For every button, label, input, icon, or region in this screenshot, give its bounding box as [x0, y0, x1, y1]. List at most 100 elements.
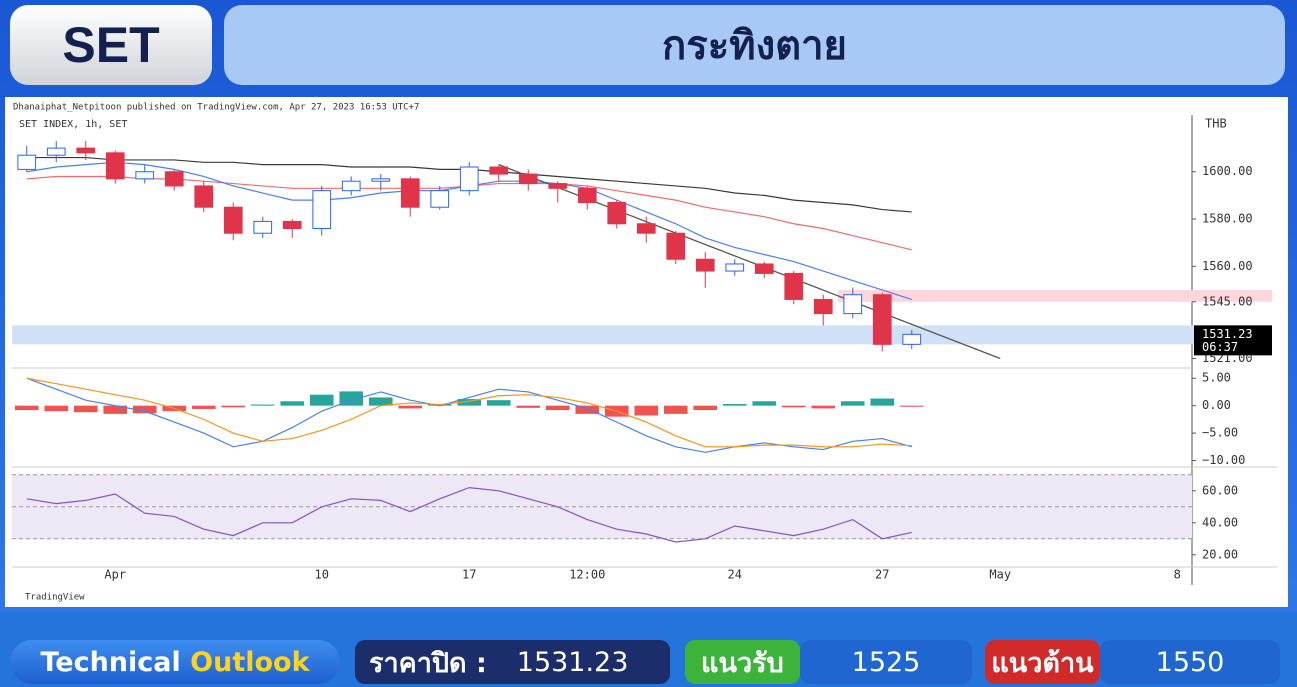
- macd-bar: [663, 405, 688, 414]
- y-tick-label: 5.00: [1202, 371, 1231, 385]
- footer: Technical Outlook ราคาปิด : 1531.23 แนวรั…: [0, 612, 1297, 687]
- y-tick-label: −10.00: [1202, 453, 1245, 467]
- outlook-1: Technical: [40, 646, 181, 678]
- line: [26, 377, 912, 453]
- y-tick-label: −5.00: [1202, 426, 1238, 440]
- macd-bar: [722, 404, 747, 406]
- candle-body: [76, 147, 96, 154]
- candle-body: [695, 258, 715, 272]
- macd-bar: [368, 397, 393, 406]
- y-tick-label: 1600.00: [1202, 164, 1253, 178]
- badge: SET: [10, 5, 212, 85]
- last-time: 06:37: [1202, 340, 1238, 354]
- candle-body: [518, 173, 538, 185]
- brand: TradingView: [25, 593, 85, 603]
- candle-body: [341, 180, 361, 192]
- candle-body: [843, 294, 863, 315]
- x-tick-label: May: [989, 568, 1011, 582]
- x-tick-label: 12:00: [569, 568, 605, 582]
- macd-bar: [398, 405, 423, 409]
- candle-body: [666, 232, 686, 260]
- candle-body: [223, 206, 243, 234]
- support-label: แนวรับ: [685, 640, 800, 684]
- symbol: SET INDEX, 1h, SET: [19, 119, 127, 130]
- candle-body: [607, 201, 627, 225]
- y-tick-label: 1560.00: [1202, 259, 1253, 273]
- candle-body: [253, 220, 273, 234]
- zone: [838, 289, 1272, 302]
- outlook-2: Outlook: [190, 646, 310, 678]
- macd-bar: [545, 405, 570, 411]
- y-tick-label: 20.00: [1202, 547, 1238, 561]
- zone: [12, 325, 1272, 345]
- candle-body: [577, 187, 597, 203]
- title: กระทิงตาย: [224, 5, 1285, 85]
- candle-body: [371, 178, 391, 182]
- macd-bar: [781, 405, 806, 408]
- macd-bar: [103, 405, 128, 414]
- close-label: ราคาปิด :: [369, 647, 487, 679]
- candle-body: [105, 152, 125, 180]
- macd-bar: [132, 405, 157, 414]
- macd-bar: [44, 405, 69, 412]
- y-tick-label: 0.00: [1202, 398, 1231, 412]
- macd-bar: [486, 400, 511, 406]
- currency: THB: [1205, 117, 1227, 131]
- candle-body: [164, 171, 184, 187]
- macd-bar: [457, 399, 482, 406]
- macd-bar: [191, 405, 216, 409]
- macd-bar: [221, 405, 246, 408]
- candle-body: [725, 263, 745, 272]
- x-tick-label: 27: [875, 568, 889, 582]
- candle-body: [430, 190, 450, 208]
- macd-bar: [280, 401, 305, 406]
- macd-bar: [811, 405, 836, 409]
- y-tick-label: 40.00: [1202, 515, 1238, 529]
- support-value: 1525: [800, 640, 972, 684]
- last-price: 1531.23: [1202, 327, 1253, 341]
- source: Dhanaiphat_Netpitoon published on Tradin…: [13, 103, 419, 113]
- x-tick-label: 8: [1174, 568, 1181, 582]
- line: [26, 486, 912, 543]
- candle-body: [400, 178, 420, 208]
- macd-bar: [870, 398, 895, 406]
- macd-bar: [516, 405, 541, 408]
- candle-body: [135, 171, 155, 180]
- macd-bar: [634, 405, 659, 416]
- candle-body: [17, 154, 37, 170]
- y-tick-label: 1580.00: [1202, 212, 1253, 226]
- candle-body: [813, 298, 833, 315]
- candle-body: [636, 223, 656, 234]
- y-tick-label: 60.00: [1202, 483, 1238, 497]
- resistance-label: แนวต้าน: [985, 640, 1100, 684]
- macd-bar: [250, 404, 275, 406]
- macd-bar: [899, 405, 924, 407]
- candle-body: [754, 263, 774, 274]
- candle-body: [194, 185, 214, 208]
- macd-bar: [752, 401, 777, 406]
- macd-bar: [14, 405, 39, 411]
- x-tick-label: 10: [315, 568, 329, 582]
- candle-body: [46, 147, 66, 156]
- x-tick-label: 17: [462, 568, 476, 582]
- resistance-value: 1550: [1100, 640, 1280, 684]
- candle-body: [489, 166, 509, 175]
- macd-bar: [693, 405, 718, 411]
- line: [26, 377, 912, 448]
- macd-bar: [575, 405, 600, 414]
- y-tick-label: 1545.00: [1202, 294, 1253, 308]
- x-tick-label: 24: [728, 568, 742, 582]
- chart: Dhanaiphat_Netpitoon published on Tradin…: [5, 97, 1288, 607]
- macd-bar: [73, 405, 98, 413]
- outlook: Technical Outlook: [10, 640, 340, 684]
- candle-body: [548, 183, 568, 189]
- candle-body: [872, 294, 892, 345]
- candle-body: [312, 190, 332, 229]
- candle-body: [902, 333, 922, 345]
- candle-body: [784, 272, 804, 300]
- candle-body: [282, 220, 302, 229]
- macd-bar: [840, 401, 865, 406]
- close-box: ราคาปิด : 1531.23: [355, 640, 670, 684]
- close-value: 1531.23: [516, 646, 629, 678]
